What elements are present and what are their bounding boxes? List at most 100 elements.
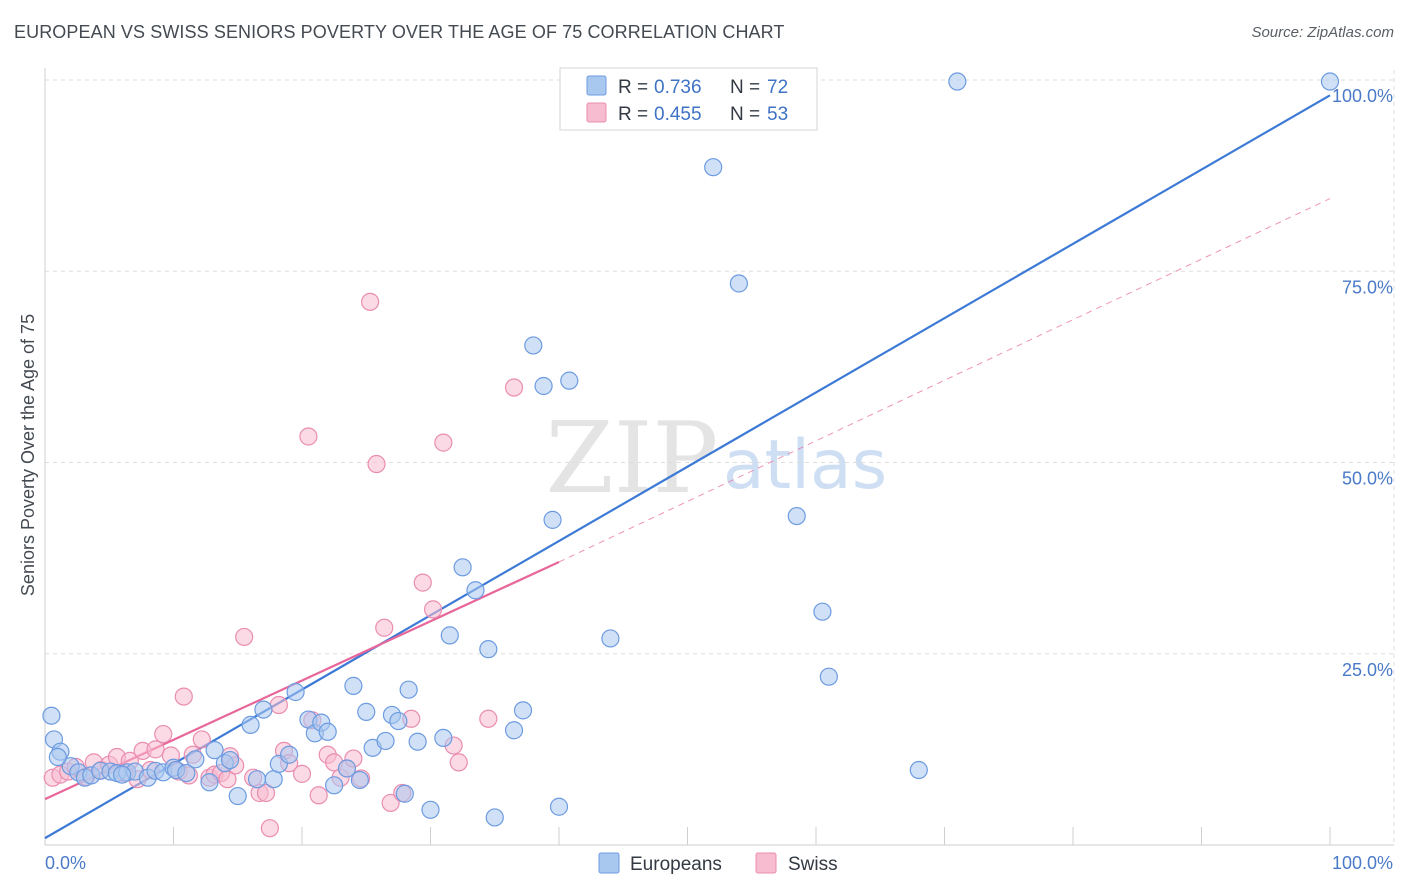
europeans-point bbox=[399, 680, 418, 699]
swiss-point bbox=[434, 433, 453, 452]
swiss-point bbox=[269, 695, 288, 715]
europeans-point bbox=[264, 770, 283, 789]
europeans-point bbox=[325, 776, 344, 795]
swiss-point bbox=[154, 724, 173, 744]
europeans-point bbox=[350, 770, 369, 790]
europeans-point bbox=[819, 667, 838, 686]
swiss-point bbox=[504, 378, 524, 397]
europeans-point bbox=[479, 640, 498, 659]
europeans-points bbox=[42, 72, 1340, 827]
bottom-legend-swatch-swiss bbox=[755, 852, 777, 874]
europeans-point bbox=[186, 750, 205, 769]
europeans-point bbox=[177, 763, 196, 783]
x-tick-label: 0.0% bbox=[45, 853, 86, 873]
europeans-point bbox=[729, 274, 749, 293]
europeans-point bbox=[48, 747, 67, 767]
swiss-point bbox=[361, 292, 380, 311]
legend-r-label: R = bbox=[618, 77, 648, 98]
swiss-point bbox=[235, 627, 254, 647]
chart-title: EUROPEAN VS SWISS SENIORS POVERTY OVER T… bbox=[14, 22, 785, 42]
bottom-legend-europeans: Europeans bbox=[630, 854, 722, 875]
swiss-point bbox=[375, 618, 394, 637]
europeans-point bbox=[704, 158, 723, 177]
europeans-point bbox=[1320, 72, 1340, 91]
europeans-point bbox=[421, 800, 440, 819]
europeans-point bbox=[543, 510, 562, 529]
europeans-point bbox=[376, 731, 395, 751]
europeans-point bbox=[453, 558, 472, 577]
swiss-point bbox=[292, 764, 312, 783]
europeans-point bbox=[254, 700, 273, 719]
y-tick-label: 75.0% bbox=[1342, 277, 1393, 297]
europeans-point bbox=[787, 506, 806, 526]
legend-n-label: N = bbox=[730, 104, 760, 125]
europeans-point bbox=[357, 702, 376, 721]
swiss-point bbox=[174, 687, 193, 706]
europeans-point bbox=[247, 770, 267, 789]
europeans-point bbox=[408, 732, 427, 751]
europeans-point bbox=[434, 728, 453, 748]
europeans-point bbox=[813, 602, 832, 621]
swiss-point bbox=[146, 740, 165, 759]
legend-r-label: R = bbox=[618, 104, 648, 125]
swiss-point bbox=[367, 454, 386, 474]
bottom-legend-swiss: Swiss bbox=[788, 854, 838, 875]
swiss-point bbox=[381, 793, 400, 813]
bottom-legend-swatch-europeans bbox=[598, 852, 620, 874]
europeans-point bbox=[228, 786, 247, 806]
europeans-point bbox=[337, 759, 357, 778]
europeans-point bbox=[513, 701, 533, 720]
europeans-point bbox=[466, 581, 485, 600]
europeans-point bbox=[112, 765, 132, 784]
europeans-point bbox=[344, 676, 363, 695]
legend-n-label: N = bbox=[730, 77, 760, 98]
europeans-point bbox=[42, 706, 61, 725]
europeans-trend-line bbox=[44, 94, 1331, 840]
swiss-point bbox=[192, 730, 211, 749]
europeans-point bbox=[601, 629, 620, 648]
swiss-point bbox=[479, 709, 498, 728]
europeans-point bbox=[504, 721, 524, 740]
europeans-point bbox=[220, 750, 240, 770]
europeans-point bbox=[200, 773, 219, 792]
swiss-point bbox=[449, 753, 468, 772]
europeans-point bbox=[395, 784, 414, 803]
europeans-point bbox=[318, 722, 337, 741]
y-axis-label: Seniors Poverty Over the Age of 75 bbox=[18, 314, 38, 596]
legend-swatch-europeans bbox=[586, 75, 607, 96]
trend-lines bbox=[44, 94, 1331, 840]
swiss-point bbox=[423, 600, 443, 619]
swiss-point bbox=[413, 573, 432, 592]
europeans-point bbox=[534, 376, 553, 396]
legend-n-value: 72 bbox=[767, 77, 788, 98]
x-tick-label: 100.0% bbox=[1332, 853, 1393, 873]
europeans-point bbox=[280, 745, 299, 764]
y-tick-label: 50.0% bbox=[1342, 469, 1393, 489]
europeans-point bbox=[560, 371, 579, 390]
europeans-point bbox=[389, 711, 408, 731]
europeans-point bbox=[909, 760, 928, 780]
tick-labels: 25.0% 50.0% 75.0% 100.0% 0.0% 100.0% bbox=[45, 86, 1393, 873]
watermark-zip: ZIP bbox=[546, 402, 719, 516]
y-tick-label: 25.0% bbox=[1342, 660, 1393, 680]
legend-r-value: 0.736 bbox=[654, 77, 702, 98]
swiss-point bbox=[309, 786, 328, 805]
europeans-point bbox=[241, 715, 260, 734]
legend: R = 0.736 N = 72 R = 0.455 N = 53 bbox=[559, 67, 818, 131]
europeans-point bbox=[485, 808, 504, 827]
y-tick-label: 100.0% bbox=[1332, 86, 1393, 106]
europeans-point bbox=[524, 336, 543, 355]
swiss-point bbox=[299, 427, 318, 446]
europeans-point bbox=[286, 682, 305, 702]
europeans-point bbox=[205, 741, 224, 760]
legend-r-value: 0.455 bbox=[654, 104, 702, 125]
legend-swatch-swiss bbox=[586, 102, 607, 123]
source-credit: Source: ZipAtlas.com bbox=[1251, 24, 1394, 41]
swiss-point bbox=[256, 783, 276, 803]
watermark: ZIP atlas bbox=[546, 402, 888, 516]
europeans-point bbox=[440, 626, 459, 645]
watermark-atlas: atlas bbox=[723, 426, 887, 505]
europeans-point bbox=[948, 72, 967, 91]
europeans-point bbox=[549, 797, 569, 816]
